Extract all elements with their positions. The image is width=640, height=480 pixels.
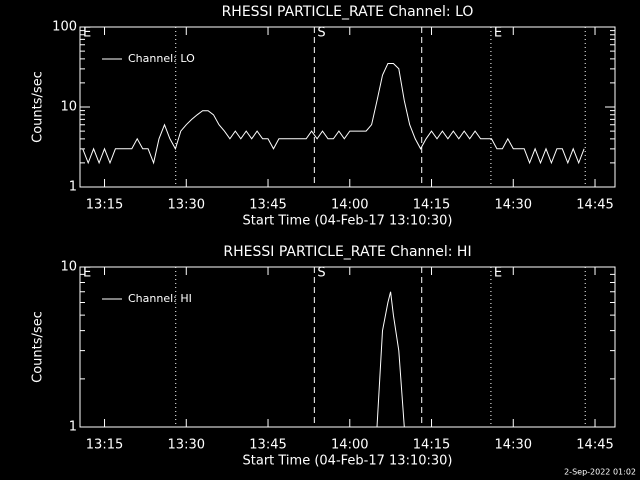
x-tick-label: 14:00 <box>331 198 368 213</box>
x-tick-label: 14:15 <box>413 438 450 453</box>
legend-label: Channel: LO <box>128 52 195 65</box>
x-tick-label: 13:15 <box>86 438 123 453</box>
marker-label: E <box>83 266 91 281</box>
x-tick-label: 13:30 <box>168 438 205 453</box>
y-axis-label: Counts/sec <box>31 311 46 383</box>
data-line <box>376 291 405 428</box>
x-axis-label: Start Time (04-Feb-17 13:10:30) <box>243 214 453 229</box>
x-tick-label: 14:15 <box>413 198 450 213</box>
marker-label: E <box>494 26 502 41</box>
marker-label: S <box>317 266 325 281</box>
marker-label: S <box>317 26 325 41</box>
chart-title: RHESSI PARTICLE_RATE Channel: LO <box>222 4 474 20</box>
x-tick-label: 13:30 <box>168 198 205 213</box>
x-tick-label: 14:00 <box>331 438 368 453</box>
footer: 2-Sep-2022 01:02 <box>564 468 636 477</box>
marker-label: E <box>494 266 502 281</box>
marker-label: E <box>83 26 91 41</box>
x-tick-label: 14:45 <box>576 198 613 213</box>
y-tick-label: 1 <box>69 420 77 435</box>
chart-title: RHESSI PARTICLE_RATE Channel: HI <box>223 244 471 260</box>
x-tick-label: 14:30 <box>495 438 532 453</box>
legend-label: Channel: HI <box>128 292 192 305</box>
data-line <box>82 63 585 165</box>
y-tick-label: 1 <box>69 180 77 195</box>
x-tick-label: 13:45 <box>249 198 286 213</box>
plot-frame <box>79 266 616 428</box>
y-tick-label: 100 <box>52 20 77 35</box>
x-tick-label: 14:30 <box>495 198 532 213</box>
x-tick-label: 13:15 <box>86 198 123 213</box>
plot-frame <box>79 26 616 188</box>
x-tick-label: 13:45 <box>249 438 286 453</box>
y-axis-label: Counts/sec <box>31 71 46 143</box>
y-tick-label: 10 <box>60 100 77 115</box>
x-tick-label: 14:45 <box>576 438 613 453</box>
x-axis-label: Start Time (04-Feb-17 13:10:30) <box>243 454 453 469</box>
y-tick-label: 10 <box>60 260 77 275</box>
